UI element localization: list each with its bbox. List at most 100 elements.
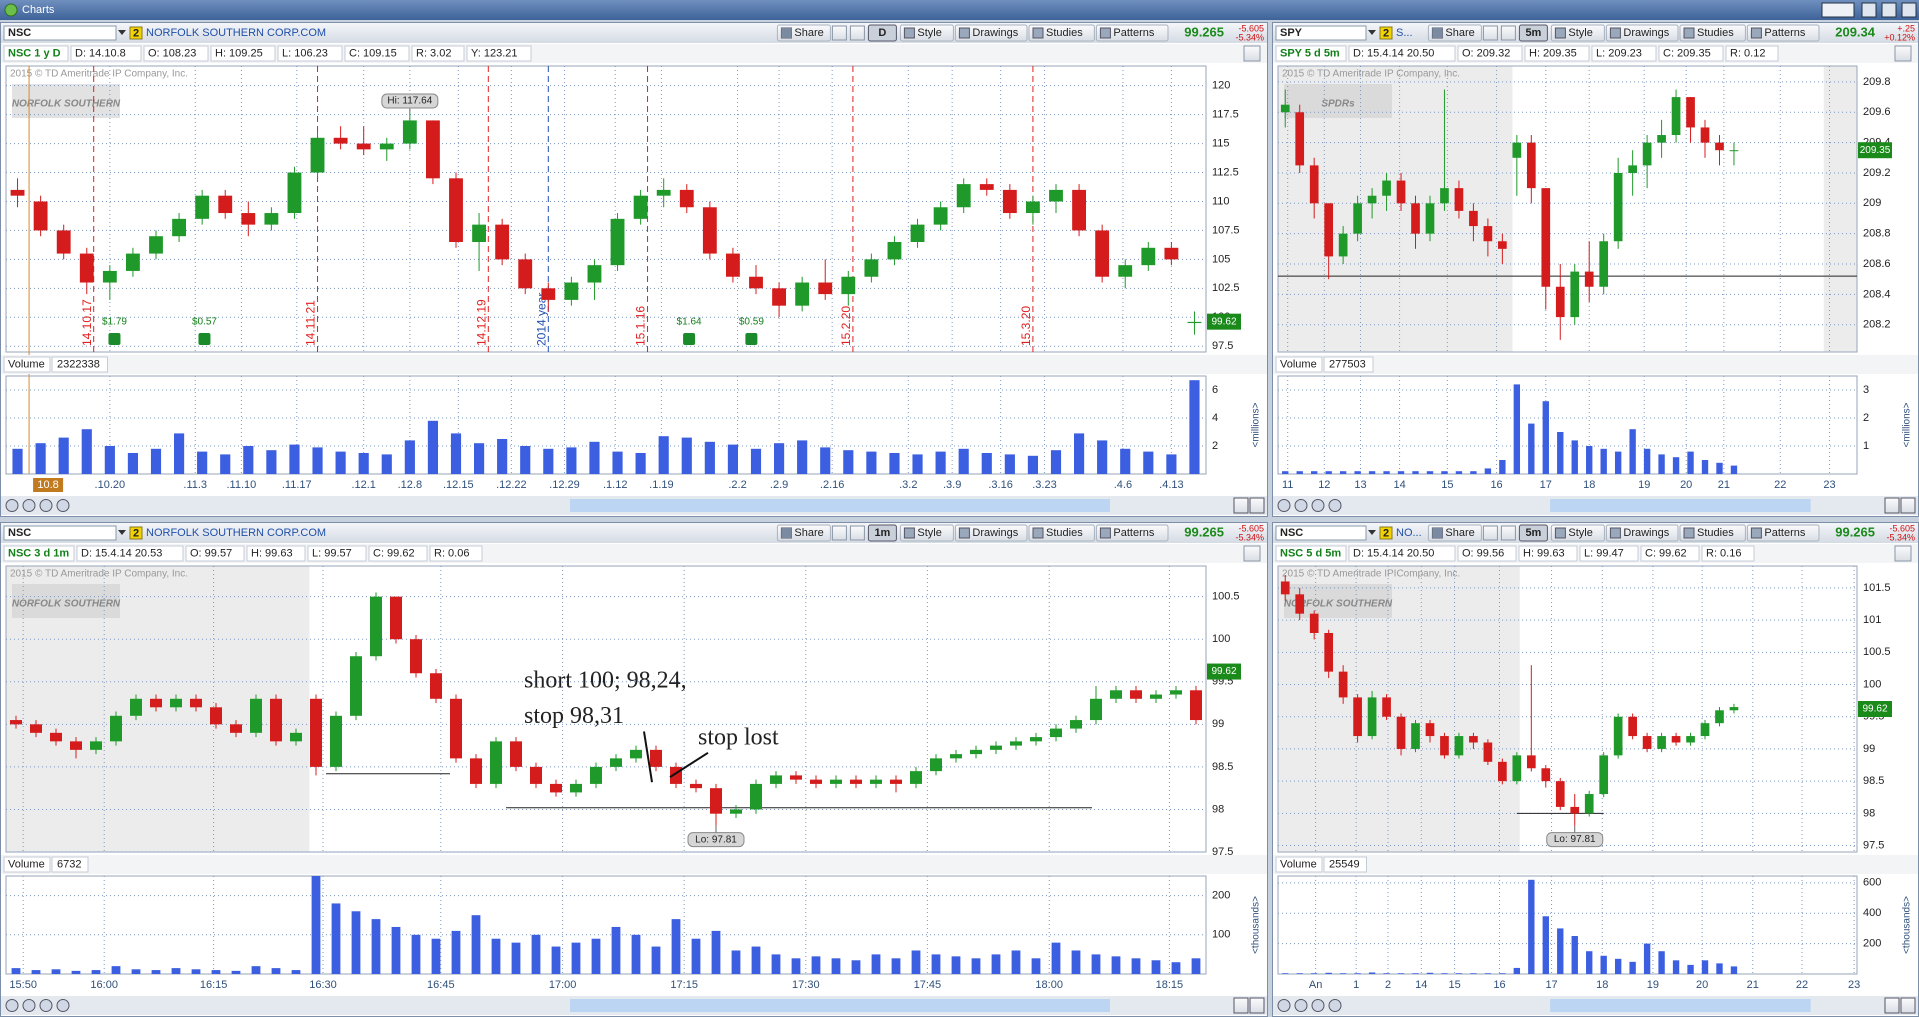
zoom-control[interactable] <box>1294 499 1308 512</box>
info-cell <box>344 45 410 62</box>
zoom-control[interactable] <box>1277 999 1291 1012</box>
zoom-control[interactable] <box>5 499 19 512</box>
x-tick-label: 11 <box>1282 479 1293 491</box>
zoom-control[interactable] <box>1311 999 1325 1012</box>
toolbar-button[interactable] <box>1746 524 1820 542</box>
x-tick-label: .4.6 <box>1114 479 1132 491</box>
period-button[interactable] <box>867 524 897 542</box>
scroll-thumb[interactable] <box>570 499 1110 512</box>
close-button[interactable] <box>1901 2 1917 18</box>
zoom-control[interactable] <box>22 499 36 512</box>
scroll-right[interactable] <box>1249 497 1265 514</box>
zoom-control[interactable] <box>39 499 53 512</box>
company-name[interactable]: NORFOLK SOUTHERN CORP.COM <box>146 27 326 39</box>
scroll-right[interactable] <box>1249 997 1265 1014</box>
toolbar-button[interactable] <box>1095 524 1169 542</box>
symbol-box[interactable] <box>3 525 117 541</box>
zoom-button[interactable] <box>1894 545 1912 562</box>
zoom-control[interactable] <box>5 999 19 1012</box>
toolbar-button[interactable] <box>1605 24 1679 42</box>
tool-icon[interactable] <box>1500 525 1516 541</box>
candle-body <box>370 596 382 657</box>
symbol-box[interactable] <box>1275 25 1367 41</box>
zoom-button[interactable] <box>1243 545 1261 562</box>
tool-icon[interactable] <box>831 25 847 41</box>
dropdown-arrow[interactable] <box>1368 530 1376 535</box>
layout-button[interactable] <box>1821 2 1855 18</box>
period-button[interactable] <box>867 24 897 42</box>
tool-icon[interactable] <box>831 525 847 541</box>
symbol-box[interactable] <box>1275 525 1367 541</box>
link-badge-label: 2 <box>133 527 139 539</box>
toolbar-button[interactable] <box>1095 24 1169 42</box>
candle-body <box>772 288 786 306</box>
button-label: Patterns <box>1113 527 1154 539</box>
volume-bar <box>591 938 601 974</box>
candle-body <box>530 766 542 784</box>
toolbar-button[interactable] <box>1679 524 1746 542</box>
dropdown-arrow[interactable] <box>118 30 126 35</box>
scroll-thumb[interactable] <box>1550 499 1811 512</box>
settings-button[interactable] <box>1861 2 1877 18</box>
volume-tick-label: 200 <box>1212 890 1230 902</box>
tool-icon[interactable] <box>849 25 865 41</box>
tool-icon[interactable] <box>1482 25 1498 41</box>
scroll-right[interactable] <box>1900 497 1916 514</box>
zoom-button[interactable] <box>1894 45 1912 62</box>
toolbar-button[interactable] <box>1679 24 1746 42</box>
scroll-thumb[interactable] <box>570 999 1110 1012</box>
volume-value-box <box>51 856 89 873</box>
volume-bar <box>531 934 541 974</box>
candle-body <box>1338 671 1348 698</box>
x-tick-label: .12.8 <box>398 479 422 491</box>
zoom-control[interactable] <box>1277 499 1291 512</box>
x-tick-label: 14 <box>1415 979 1427 991</box>
x-tick-label: .2.2 <box>728 479 746 491</box>
info-cell <box>411 45 465 62</box>
zoom-control[interactable] <box>22 999 36 1012</box>
volume-bar <box>1031 958 1041 974</box>
symbol-box[interactable] <box>3 25 117 41</box>
toolbar-button[interactable] <box>954 24 1028 42</box>
logo: SPDRs <box>1321 99 1355 110</box>
candle-body <box>1324 203 1334 257</box>
change-pct: -5.34% <box>1886 532 1915 542</box>
toolbar-button[interactable] <box>1028 524 1095 542</box>
toolbar-button[interactable] <box>954 524 1028 542</box>
zoom-button[interactable] <box>1243 45 1261 62</box>
candle-body <box>550 783 562 793</box>
zoom-control[interactable] <box>1311 499 1325 512</box>
toolbar-button[interactable] <box>1605 524 1679 542</box>
scroll-thumb[interactable] <box>1550 999 1811 1012</box>
company-name[interactable]: NORFOLK SOUTHERN CORP.COM <box>146 527 326 539</box>
period-button[interactable] <box>1518 524 1548 542</box>
scroll-right[interactable] <box>1900 997 1916 1014</box>
zoom-control[interactable] <box>1328 999 1342 1012</box>
toolbar-button[interactable] <box>1028 24 1095 42</box>
scroll-left[interactable] <box>1233 497 1249 514</box>
dropdown-arrow[interactable] <box>118 530 126 535</box>
scroll-left[interactable] <box>1233 997 1249 1014</box>
info-item: R: 0.16 <box>1706 547 1741 559</box>
volume-bar <box>991 954 1001 974</box>
last-price-box <box>1858 142 1892 159</box>
company-name[interactable]: NO... <box>1396 527 1422 539</box>
toolbar-button[interactable] <box>1746 24 1820 42</box>
dropdown-arrow[interactable] <box>1368 30 1376 35</box>
zoom-control[interactable] <box>56 999 70 1012</box>
tool-icon[interactable] <box>1482 525 1498 541</box>
zoom-control[interactable] <box>56 499 70 512</box>
candle-body <box>1170 690 1182 695</box>
period-button[interactable] <box>1518 24 1548 42</box>
candle-body <box>910 224 925 242</box>
zoom-control[interactable] <box>39 999 53 1012</box>
help-button[interactable] <box>1881 2 1897 18</box>
tool-icon[interactable] <box>1500 25 1516 41</box>
tool-icon[interactable] <box>849 525 865 541</box>
scroll-left[interactable] <box>1884 997 1900 1014</box>
company-name[interactable]: S... <box>1396 27 1413 39</box>
zoom-control[interactable] <box>1328 499 1342 512</box>
zoom-control[interactable] <box>1294 999 1308 1012</box>
volume-bar <box>35 443 46 474</box>
scroll-left[interactable] <box>1884 497 1900 514</box>
